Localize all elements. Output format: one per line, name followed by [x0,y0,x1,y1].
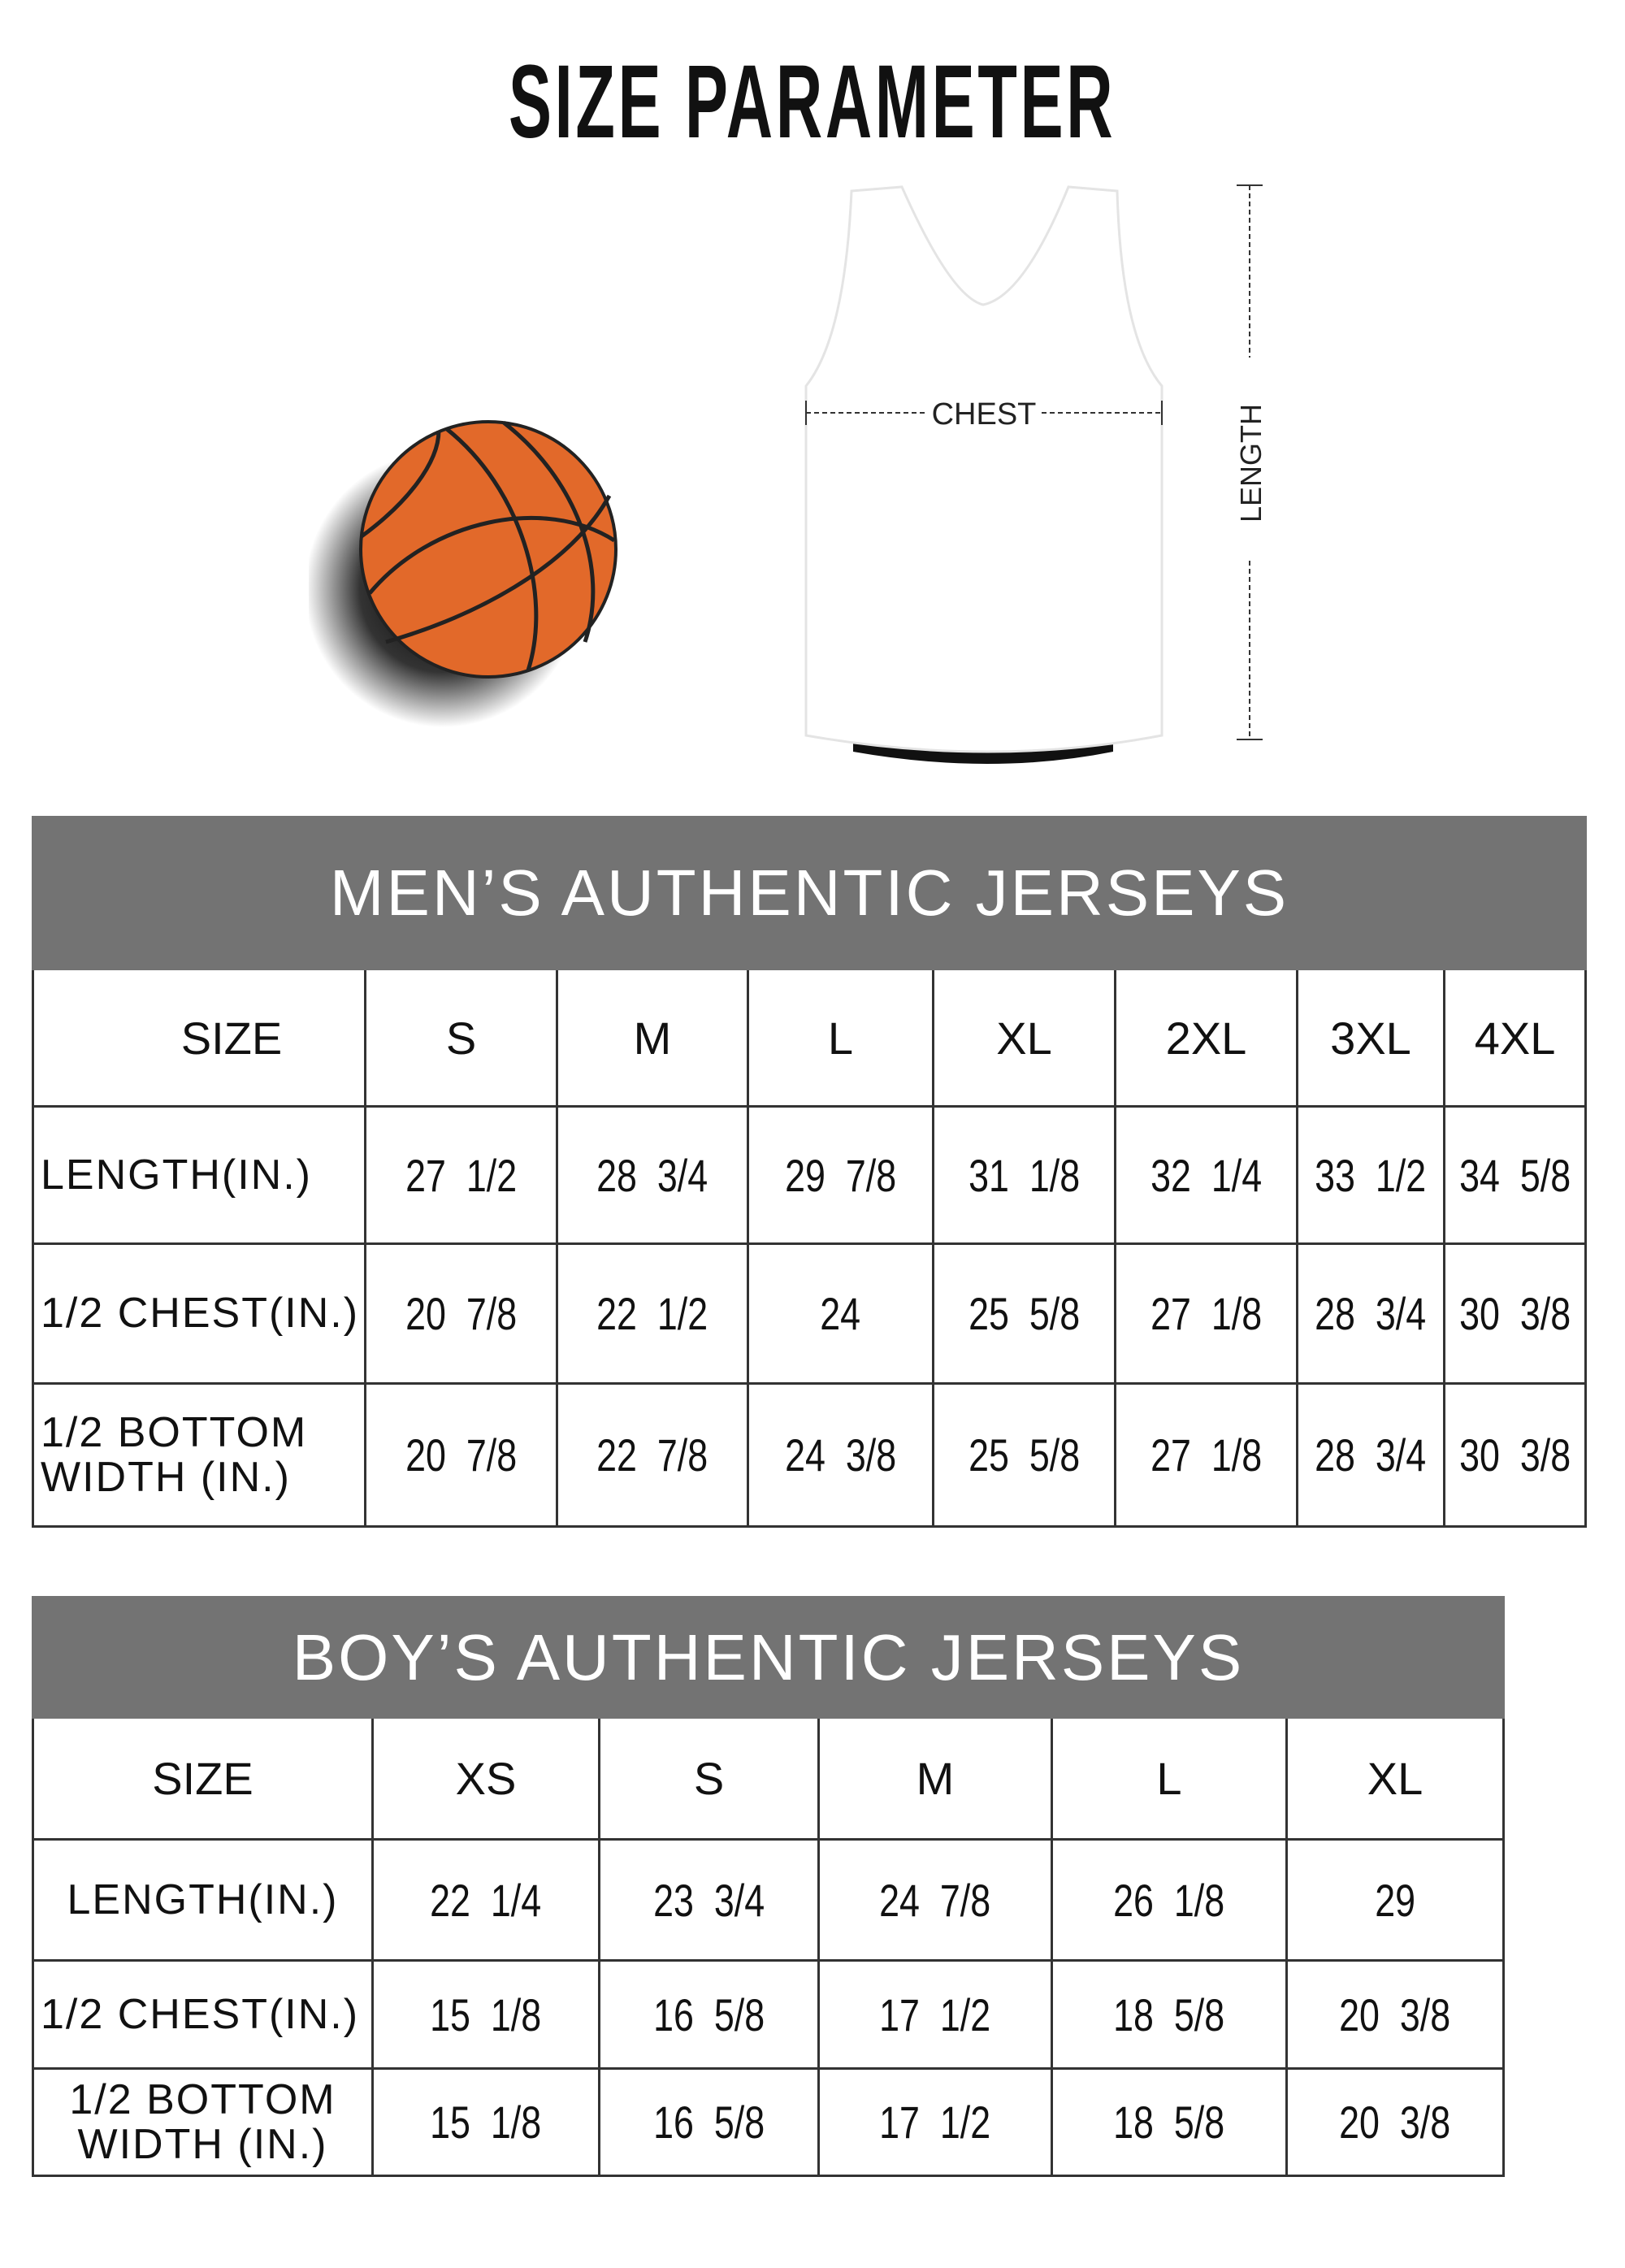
cell: 29 [1375,1874,1415,1926]
cell: 24 7/8 [879,1874,991,1926]
size-col: 4XL [1442,968,1588,1108]
basketball-icon [309,420,618,727]
size-col: XL [1285,1716,1506,1841]
row-label: 1/2 CHEST(IN.) [32,1242,366,1385]
cell: 27 1/8 [1150,1429,1262,1481]
cell: 34 5/8 [1459,1149,1571,1201]
size-header: SIZE [32,968,366,1108]
cell: 27 1/8 [1150,1288,1262,1339]
size-col: XS [371,1716,600,1841]
table-row: LENGTH(IN.) 27 1/2 28 3/4 29 7/8 31 1/8 … [32,1105,1588,1245]
cell: 17 1/2 [879,1988,991,2040]
cell: 20 3/8 [1339,2097,1451,2148]
table-row: 1/2 CHEST(IN.) 20 7/8 22 1/2 24 25 5/8 2… [32,1242,1588,1385]
row-label: 1/2 BOTTOM WIDTH (IN.) [32,1382,366,1528]
cell: 22 1/2 [596,1288,708,1339]
cell: 25 5/8 [968,1429,1080,1481]
cell: 16 5/8 [652,1988,765,2040]
row-label: LENGTH(IN.) [32,1838,374,1962]
table-row: 1/2 BOTTOM WIDTH (IN.) 20 7/8 22 7/8 24 … [32,1382,1588,1528]
length-label: LENGTH [1234,404,1268,523]
cell: 22 7/8 [596,1429,708,1481]
row-label: LENGTH(IN.) [32,1105,366,1245]
cell: 15 1/8 [430,1988,542,2040]
cell: 24 [820,1288,861,1339]
cell: 31 1/8 [968,1149,1080,1201]
chest-label: CHEST [932,397,1037,431]
size-col: L [1051,1716,1288,1841]
cell: 30 3/8 [1459,1288,1571,1339]
mens-size-table: MEN’S AUTHENTIC JERSEYS SIZE S M L XL 2X… [31,816,1588,1528]
cell: 24 3/8 [784,1429,896,1481]
table-header-row: SIZE S M L XL 2XL 3XL 4XL [32,968,1588,1108]
size-col: M [817,1716,1053,1841]
cell: 27 1/2 [405,1149,517,1201]
cell: 20 7/8 [405,1288,517,1339]
cell: 33 1/2 [1315,1149,1427,1201]
size-col: 2XL [1114,968,1298,1108]
cell: 18 5/8 [1113,1988,1225,2040]
cell: 18 5/8 [1113,2097,1225,2148]
size-col: M [556,968,749,1108]
cell: 23 3/4 [652,1874,765,1926]
cell: 25 5/8 [968,1288,1080,1339]
cell: 20 7/8 [405,1429,517,1481]
mens-table-title: MEN’S AUTHENTIC JERSEYS [31,816,1588,970]
size-header: SIZE [32,1716,374,1841]
jersey-diagram: CHEST LENGTH [804,184,1268,764]
size-col: S [364,968,558,1108]
cell: 17 1/2 [879,2097,991,2148]
page-title: SIZE PARAMETER [509,44,1116,160]
size-col: S [598,1716,820,1841]
table-row: LENGTH(IN.) 22 1/4 23 3/4 24 7/8 26 1/8 … [32,1838,1506,1962]
cell: 30 3/8 [1459,1429,1571,1481]
cell: 20 3/8 [1339,1988,1451,2040]
size-col: XL [932,968,1116,1108]
row-label: 1/2 CHEST(IN.) [32,1959,374,2070]
table-row: 1/2 CHEST(IN.) 15 1/8 16 5/8 17 1/2 18 5… [32,1959,1506,2070]
cell: 28 3/4 [596,1149,708,1201]
cell: 28 3/4 [1315,1429,1427,1481]
cell: 32 1/4 [1150,1149,1262,1201]
cell: 22 1/4 [430,1874,542,1926]
table-header-row: SIZE XS S M L XL [32,1716,1506,1841]
size-col: 3XL [1296,968,1445,1108]
boys-size-table: BOY’S AUTHENTIC JERSEYS SIZE XS S M L XL… [31,1596,1506,2177]
cell: 28 3/4 [1315,1288,1427,1339]
size-col: L [747,968,934,1108]
row-label: 1/2 BOTTOM WIDTH (IN.) [32,2067,374,2177]
cell: 26 1/8 [1113,1874,1225,1926]
boys-table-title: BOY’S AUTHENTIC JERSEYS [31,1596,1506,1719]
table-row: 1/2 BOTTOM WIDTH (IN.) 15 1/8 16 5/8 17 … [32,2067,1506,2177]
cell: 29 7/8 [784,1149,896,1201]
cell: 15 1/8 [430,2097,542,2148]
cell: 16 5/8 [652,2097,765,2148]
